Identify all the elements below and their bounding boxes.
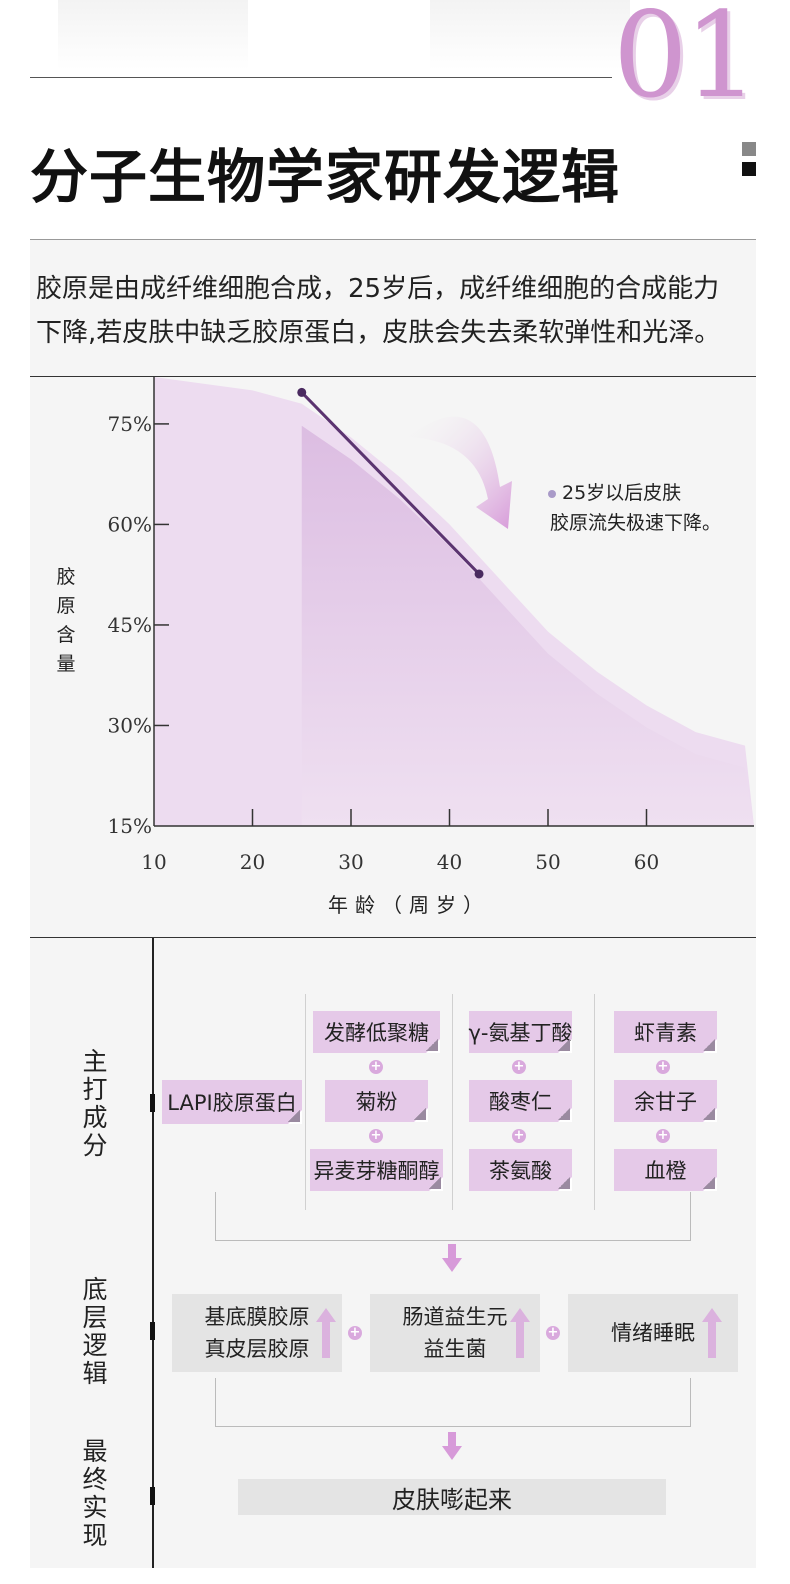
x-tick-label: 60 <box>634 850 659 874</box>
logic-panel: 主打成分 底层逻辑 最终实现 LAPI胶原蛋白 发酵低聚糖 + 菊粉 + 异麦芽… <box>30 938 756 1568</box>
plus-icon: + <box>348 1325 362 1340</box>
ingredient-chip: 血橙 <box>614 1149 717 1191</box>
chart-svg: 15% 30% 45% 60% 75% 10 20 30 40 50 60 <box>108 377 754 874</box>
faded-header-image-right <box>430 0 630 70</box>
ingredient-chip: 发酵低聚糖 <box>313 1011 440 1053</box>
y-axis-label: 胶原含量 <box>56 566 76 675</box>
up-arrow-icon <box>702 1308 722 1358</box>
ingredient-chip: 异麦芽糖酮醇 <box>310 1149 443 1191</box>
trend-arrow <box>408 416 512 529</box>
ingredient-chip: 茶氨酸 <box>469 1149 572 1191</box>
ingredient-chip: 菊粉 <box>325 1080 428 1122</box>
faded-header-image-left <box>58 0 248 70</box>
area-series-shaded <box>301 425 754 826</box>
bullet-icon <box>548 489 556 498</box>
plus-icon: + <box>656 1059 670 1074</box>
collagen-chart: 15% 30% 45% 60% 75% 10 20 30 40 50 60 胶原含量 年龄（周岁） … <box>30 377 756 937</box>
y-tick-label: 45% <box>108 613 152 637</box>
logic-box-sleep: 情绪睡眠 <box>568 1294 738 1372</box>
chart-top-rule <box>30 376 756 377</box>
plus-icon: + <box>369 1128 383 1143</box>
y-tick-label: 60% <box>108 512 152 536</box>
annotation-line-2: 胶原流失极速下降。 <box>550 512 722 534</box>
column-divider <box>594 994 595 1210</box>
timeline-line <box>152 938 154 1568</box>
bracket-connector <box>215 1192 691 1241</box>
plus-icon: + <box>512 1128 526 1143</box>
column-divider <box>452 994 453 1210</box>
plus-icon: + <box>656 1128 670 1143</box>
annotation-line-1: 25岁以后皮肤 <box>548 478 681 508</box>
intro-line-1: 胶原是由成纤维细胞合成，25岁后，成纤维细胞的合成能力 <box>36 274 720 304</box>
ingredient-chip: 虾青素 <box>614 1011 717 1053</box>
final-label: 最终实现 <box>82 1437 108 1550</box>
up-arrow-icon <box>510 1308 530 1358</box>
x-tick-label: 40 <box>437 850 462 874</box>
decline-line <box>300 391 481 575</box>
ingredients-label: 主打成分 <box>82 1047 108 1160</box>
intro-line-2: 下降,若皮肤中缺乏胶原蛋白，皮肤会失去柔软弹性和光泽。 <box>36 318 721 348</box>
y-tick-label: 15% <box>108 814 152 838</box>
ingredient-chip: γ-氨基丁酸 <box>469 1011 573 1053</box>
y-tick-label: 30% <box>108 713 152 737</box>
plus-icon: + <box>369 1059 383 1074</box>
title-marker-grey <box>742 142 756 156</box>
decline-end-point <box>474 569 484 579</box>
column-divider <box>305 994 306 1210</box>
title-rule <box>30 239 756 240</box>
up-arrow-icon <box>316 1308 336 1358</box>
title-marker-black <box>742 162 756 176</box>
x-tick-label: 50 <box>535 850 560 874</box>
plus-icon: + <box>546 1325 560 1340</box>
x-tick-label: 10 <box>141 850 166 874</box>
down-arrow-icon <box>442 1432 462 1460</box>
page-title: 分子生物学家研发逻辑 <box>30 143 621 211</box>
x-tick-label: 20 <box>240 850 265 874</box>
section-number: 01 <box>612 0 759 124</box>
timeline-tick-logic <box>150 1322 155 1340</box>
y-tick-label: 75% <box>108 412 152 436</box>
timeline-tick-ingredients <box>150 1094 155 1112</box>
down-arrow-icon <box>442 1244 462 1272</box>
plus-icon: + <box>512 1059 526 1074</box>
x-axis-label: 年龄（周岁） <box>328 893 490 917</box>
timeline-tick-final <box>150 1487 155 1505</box>
decline-start-point <box>297 387 307 397</box>
final-result-box: 皮肤嘭起来 <box>238 1479 666 1515</box>
bracket-connector <box>215 1378 691 1427</box>
header-rule <box>30 77 612 78</box>
chart-bottom-rule <box>30 937 756 938</box>
ingredient-chip: 余甘子 <box>614 1080 717 1122</box>
logic-label: 底层逻辑 <box>82 1275 108 1388</box>
x-tick-label: 30 <box>338 850 363 874</box>
ingredient-main: LAPI胶原蛋白 <box>162 1080 302 1124</box>
logic-box-gut: 肠道益生元 益生菌 <box>370 1294 540 1372</box>
intro-panel: 胶原是由成纤维细胞合成，25岁后，成纤维细胞的合成能力 下降,若皮肤中缺乏胶原蛋… <box>30 240 756 376</box>
logic-box-collagen: 基底膜胶原 真皮层胶原 <box>172 1294 342 1372</box>
ingredient-chip: 酸枣仁 <box>469 1080 572 1122</box>
